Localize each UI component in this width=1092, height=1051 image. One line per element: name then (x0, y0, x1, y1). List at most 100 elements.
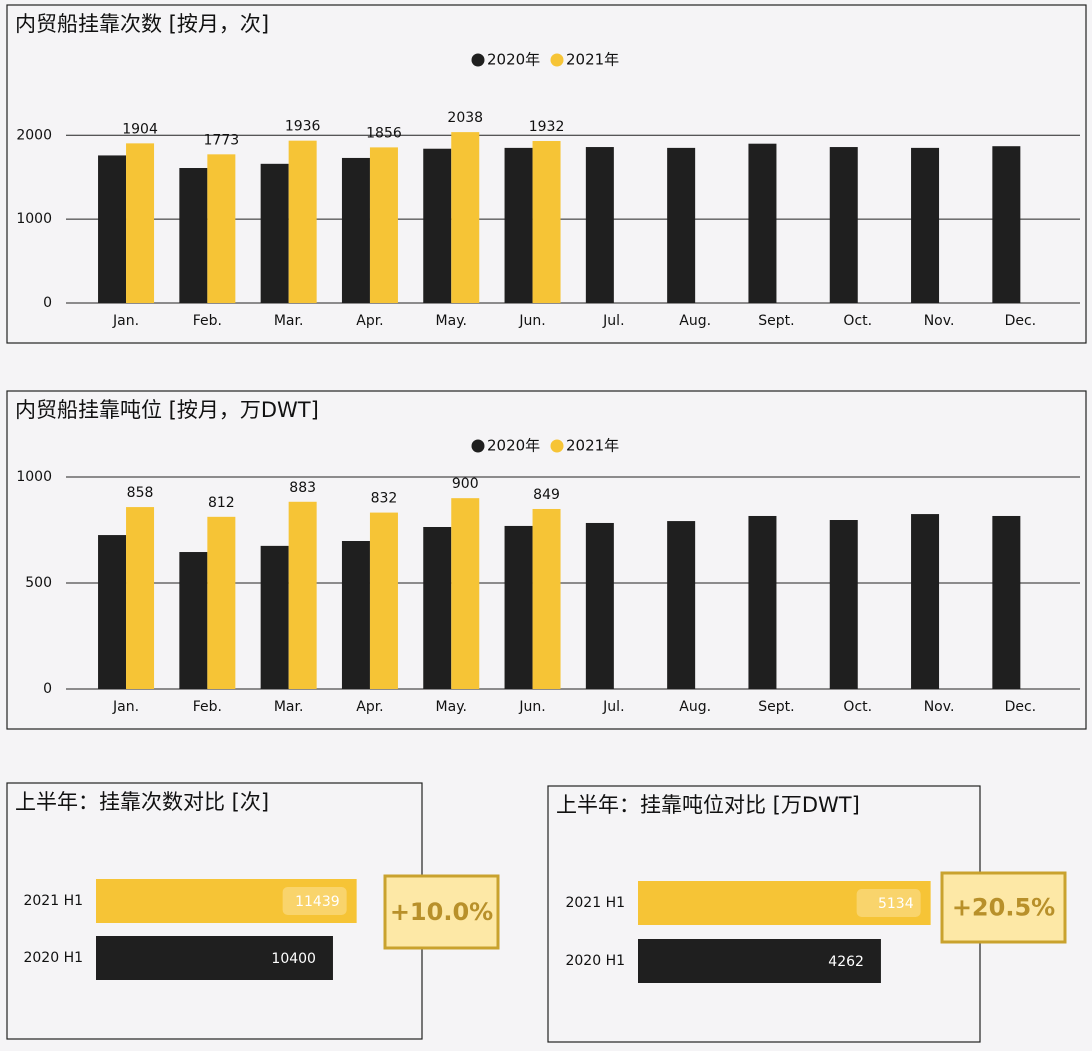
value-label: 1856 (366, 125, 402, 141)
legend-marker (471, 53, 485, 67)
bar (748, 143, 777, 303)
bar (829, 520, 858, 689)
bar (911, 147, 940, 303)
category-label: 2020 H1 (23, 950, 83, 966)
bar (341, 157, 370, 303)
value-label: 2038 (447, 110, 483, 126)
bar (585, 522, 614, 689)
bar (532, 508, 561, 689)
x-tick-label: Mar. (274, 313, 304, 329)
x-tick-label: Jan. (112, 313, 139, 329)
value-label: 1904 (122, 121, 158, 137)
bar (288, 501, 317, 689)
x-tick-label: Oct. (843, 313, 872, 329)
bar (532, 141, 561, 303)
bar (504, 147, 533, 303)
bar (911, 514, 940, 689)
bar (423, 148, 452, 303)
x-tick-label: Sept. (758, 313, 794, 329)
y-tick-label: 1000 (16, 211, 52, 227)
change-label: +10.0% (390, 898, 493, 926)
legend-marker (471, 439, 485, 453)
value-label-bg (282, 887, 347, 915)
legend-label: 2021年 (566, 51, 619, 69)
bar (638, 939, 881, 983)
x-tick-label: Jun. (518, 699, 545, 715)
bar (667, 521, 696, 689)
x-tick-label: Sept. (758, 699, 794, 715)
chart-title: 内贸船挂靠吨位 [按月，万DWT] (15, 398, 319, 422)
value-label: 11439 (295, 894, 340, 910)
x-tick-label: Oct. (843, 699, 872, 715)
value-label: 883 (289, 480, 316, 496)
change-label: +20.5% (952, 894, 1055, 922)
bar (829, 147, 858, 303)
value-label-bg (856, 889, 921, 917)
y-tick-label: 0 (43, 295, 52, 311)
bar (260, 545, 289, 689)
chart-title: 内贸船挂靠次数 [按月，次] (15, 12, 269, 36)
y-tick-label: 2000 (16, 127, 52, 143)
y-tick-label: 0 (43, 681, 52, 697)
x-tick-label: Nov. (924, 313, 955, 329)
value-label: 849 (533, 487, 560, 503)
value-label: 858 (127, 485, 154, 501)
x-tick-label: Aug. (679, 699, 711, 715)
bar (451, 132, 480, 303)
bar (748, 515, 777, 689)
bar (341, 540, 370, 689)
bar (126, 143, 155, 303)
bar (369, 512, 398, 689)
x-tick-label: Apr. (356, 699, 383, 715)
bar (288, 140, 317, 303)
change-box (383, 874, 500, 950)
x-tick-label: Feb. (193, 699, 222, 715)
chart-title: 上半年：挂靠吨位对比 [万DWT] (556, 793, 860, 817)
value-label: 832 (371, 491, 398, 507)
bar (179, 168, 208, 303)
x-tick-label: Jan. (112, 699, 139, 715)
x-tick-label: Dec. (1005, 313, 1037, 329)
legend-label: 2020年 (487, 437, 540, 455)
chart-title: 上半年：挂靠次数对比 [次] (15, 790, 269, 814)
x-tick-label: Jul. (602, 313, 624, 329)
bar (207, 516, 236, 689)
bar (98, 535, 127, 689)
bar (96, 936, 333, 980)
x-tick-label: May. (436, 699, 467, 715)
value-label: 812 (208, 495, 235, 511)
x-tick-label: Jul. (602, 699, 624, 715)
bar (992, 515, 1021, 689)
legend-marker (550, 439, 564, 453)
x-tick-label: Nov. (924, 699, 955, 715)
bar (260, 163, 289, 303)
y-tick-label: 500 (25, 575, 52, 591)
bar (667, 147, 696, 303)
x-tick-label: Dec. (1005, 699, 1037, 715)
value-label: 4262 (828, 954, 864, 970)
bar (207, 154, 236, 303)
x-tick-label: Aug. (679, 313, 711, 329)
x-tick-label: Apr. (356, 313, 383, 329)
category-label: 2021 H1 (23, 893, 83, 909)
bar (98, 155, 127, 303)
category-label: 2020 H1 (565, 953, 625, 969)
legend-label: 2020年 (487, 51, 540, 69)
y-tick-label: 1000 (16, 469, 52, 485)
value-label: 1932 (529, 119, 565, 135)
x-tick-label: Feb. (193, 313, 222, 329)
legend-label: 2021年 (566, 437, 619, 455)
change-box (940, 871, 1067, 944)
value-label: 5134 (878, 896, 914, 912)
bar (451, 498, 480, 689)
bar (126, 507, 155, 689)
bar (585, 147, 614, 303)
value-label: 10400 (271, 951, 316, 967)
category-label: 2021 H1 (565, 895, 625, 911)
bar (179, 552, 208, 689)
bar (423, 527, 452, 689)
bar (992, 146, 1021, 303)
x-tick-label: May. (436, 313, 467, 329)
legend-marker (550, 53, 564, 67)
